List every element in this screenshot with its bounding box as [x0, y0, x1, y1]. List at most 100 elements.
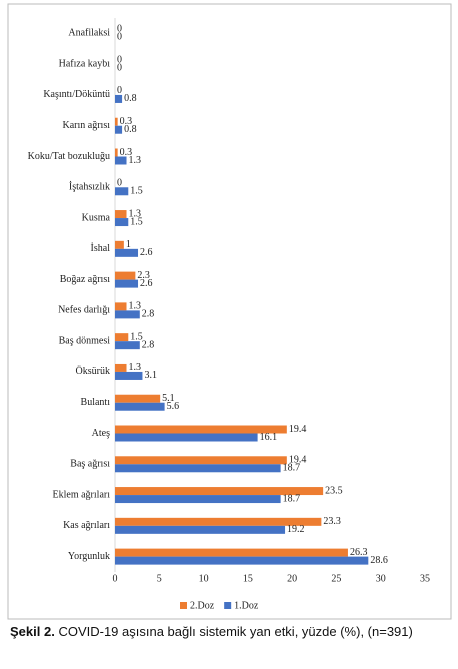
data-label: 1.5 [130, 331, 143, 342]
data-label: 2.6 [140, 278, 153, 289]
bar [115, 456, 287, 465]
y-tick-label: İshal [91, 242, 111, 254]
data-label: 0 [117, 54, 122, 65]
data-label: 3.1 [144, 370, 157, 381]
data-label: 1.5 [130, 186, 143, 197]
data-label: 19.2 [287, 524, 305, 535]
x-tick-label: 20 [287, 573, 297, 584]
caption-text: COVID-19 aşısına bağlı sistemik yan etki… [58, 624, 413, 639]
data-label: 16.1 [260, 432, 278, 443]
data-label: 23.5 [325, 485, 343, 496]
data-label: 0 [117, 24, 122, 35]
bar [115, 433, 258, 442]
data-label: 0.8 [124, 124, 137, 135]
data-label: 1 [126, 239, 131, 250]
bar [115, 517, 322, 526]
y-tick-label: Eklem ağrıları [53, 489, 111, 500]
bar [115, 402, 165, 411]
bar [115, 271, 136, 280]
data-label: 1.3 [129, 301, 142, 312]
bar [115, 279, 139, 288]
bar [115, 487, 324, 496]
x-tick-label: 30 [376, 573, 386, 584]
bar [115, 333, 129, 342]
bar [115, 548, 348, 557]
data-label: 18.7 [283, 493, 301, 504]
y-tick-label: Karın ağrısı [63, 120, 111, 131]
data-label: 0 [117, 85, 122, 96]
data-label: 2.8 [142, 339, 155, 350]
y-tick-label: Boğaz ağrısı [60, 274, 110, 285]
data-label: 19.4 [289, 424, 307, 435]
y-tick-label: Anafilaksi [68, 28, 110, 39]
bar [115, 156, 127, 165]
bar [115, 248, 139, 257]
legend-label: 2.Doz [190, 600, 215, 611]
bar [115, 117, 118, 126]
data-label: 0 [117, 32, 122, 43]
y-tick-label: Kas ağrıları [63, 520, 110, 531]
bar [115, 218, 129, 227]
data-label: 2.8 [142, 309, 155, 320]
data-label: 0 [117, 62, 122, 73]
data-label: 1.3 [129, 155, 142, 166]
x-tick-label: 0 [113, 573, 118, 584]
bar [115, 125, 123, 134]
data-label: 1.5 [130, 216, 143, 227]
y-tick-label: Baş ağrısı [70, 459, 110, 470]
data-label: 28.6 [370, 555, 388, 566]
bar [115, 302, 127, 311]
y-tick-label: Baş dönmesi [59, 335, 111, 346]
y-tick-label: Yorgunluk [68, 551, 110, 562]
x-tick-label: 35 [420, 573, 430, 584]
legend-label: 1.Doz [234, 600, 259, 611]
y-tick-label: Öksürük [76, 365, 110, 377]
bar [115, 363, 127, 372]
y-tick-label: Kaşıntı/Döküntü [43, 89, 110, 100]
bar [115, 525, 286, 534]
x-tick-label: 5 [157, 573, 162, 584]
y-tick-label: Nefes darlığı [58, 305, 110, 316]
y-tick-label: İştahsızlık [69, 181, 110, 193]
legend-swatch [224, 602, 232, 609]
x-tick-label: 15 [243, 573, 253, 584]
bar [115, 341, 140, 350]
data-label: 19.4 [289, 455, 307, 466]
bar [115, 556, 369, 565]
bar [115, 394, 161, 403]
data-label: 1.3 [129, 208, 142, 219]
chart-border [7, 3, 452, 620]
y-tick-label: Hafıza kaybı [59, 58, 111, 69]
data-label: 2.6 [140, 247, 153, 258]
caption: Şekil 2. COVID-19 aşısına bağlı sistemik… [10, 624, 448, 640]
data-label: 1.3 [129, 362, 142, 373]
bar [115, 371, 143, 380]
data-label: 26.3 [350, 547, 368, 558]
bar [115, 94, 123, 103]
bar [115, 187, 129, 196]
y-tick-label: Koku/Tat bozukluğu [28, 151, 110, 162]
data-label: 18.7 [283, 463, 301, 474]
data-label: 0.3 [120, 147, 132, 158]
bar [115, 495, 281, 504]
y-tick-label: Kusma [82, 212, 111, 223]
caption-label: Şekil 2. [10, 624, 55, 639]
y-tick-label: Ateş [92, 428, 110, 439]
bar [115, 210, 127, 219]
data-label: 2.3 [137, 270, 150, 281]
bar [115, 240, 124, 249]
data-label: 0.3 [120, 116, 132, 127]
legend-swatch [180, 602, 187, 609]
y-tick-label: Bulantı [81, 397, 111, 408]
data-label: 0 [117, 178, 122, 189]
bar [115, 464, 281, 473]
data-label: 23.3 [323, 516, 341, 527]
bar [115, 425, 287, 434]
bar [115, 310, 140, 319]
bar [115, 148, 118, 157]
data-label: 5.1 [162, 393, 175, 404]
data-label: 5.6 [167, 401, 180, 412]
data-label: 0.8 [124, 93, 137, 104]
